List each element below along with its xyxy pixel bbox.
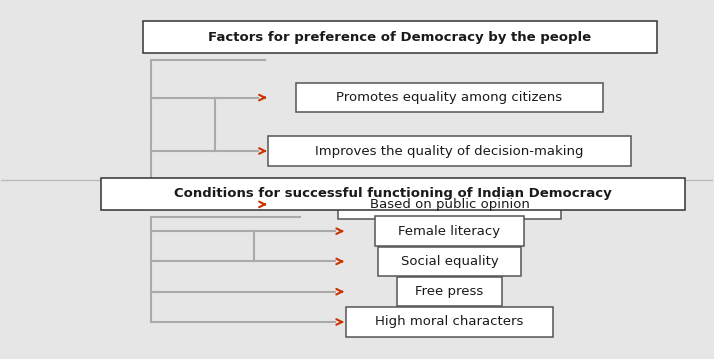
FancyBboxPatch shape	[378, 247, 521, 276]
Text: Conditions for successful functioning of Indian Democracy: Conditions for successful functioning of…	[174, 187, 611, 200]
FancyBboxPatch shape	[346, 307, 553, 337]
FancyBboxPatch shape	[101, 178, 685, 210]
FancyBboxPatch shape	[376, 216, 523, 246]
Text: Free press: Free press	[416, 285, 483, 298]
Text: Social equality: Social equality	[401, 255, 498, 268]
FancyBboxPatch shape	[143, 21, 657, 53]
Text: Female literacy: Female literacy	[398, 225, 501, 238]
FancyBboxPatch shape	[296, 83, 603, 112]
Text: Factors for preference of Democracy by the people: Factors for preference of Democracy by t…	[208, 31, 591, 43]
FancyBboxPatch shape	[338, 190, 560, 219]
Text: Based on public opinion: Based on public opinion	[370, 198, 529, 211]
FancyBboxPatch shape	[268, 136, 630, 166]
Text: High moral characters: High moral characters	[376, 316, 523, 328]
Text: Improves the quality of decision-making: Improves the quality of decision-making	[315, 145, 584, 158]
FancyBboxPatch shape	[397, 277, 502, 307]
Text: Promotes equality among citizens: Promotes equality among citizens	[336, 91, 563, 104]
